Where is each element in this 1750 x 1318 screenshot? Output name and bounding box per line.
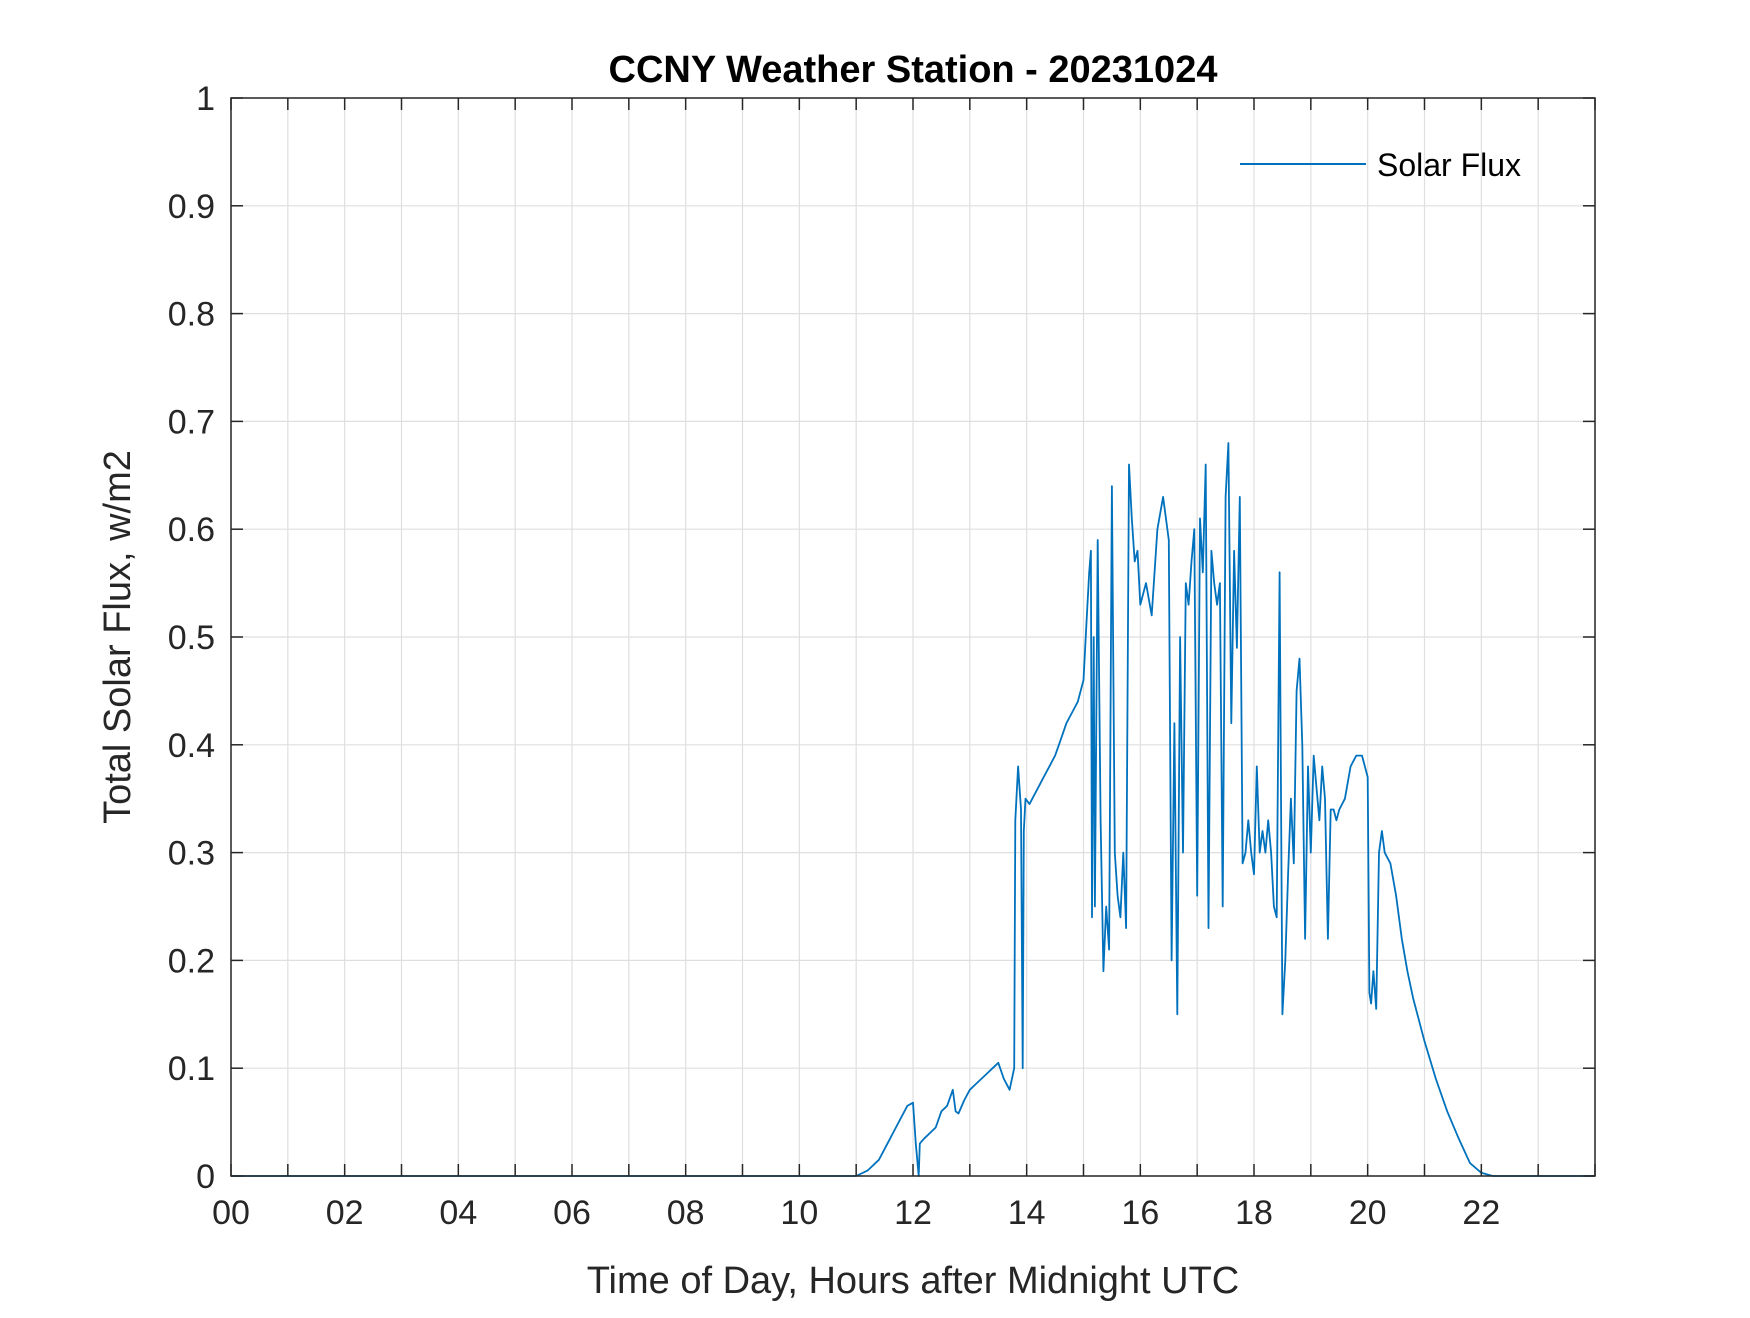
x-tick-label: 20: [1349, 1194, 1387, 1232]
y-tick-label: 0.4: [168, 727, 215, 765]
x-tick-label: 10: [780, 1194, 818, 1232]
series-line-solar-flux: [231, 442, 1595, 1177]
y-axis-label: Total Solar Flux, w/m2: [97, 450, 139, 824]
x-tick-label: 06: [553, 1194, 591, 1232]
y-tick-label: 0: [196, 1158, 215, 1196]
x-tick-label: 18: [1235, 1194, 1273, 1232]
series-layer: [231, 442, 1595, 1177]
y-tick-label: 1: [196, 80, 215, 118]
y-tick-label: 0.6: [168, 511, 215, 549]
x-tick-label: 12: [894, 1194, 932, 1232]
x-tick-label: 08: [667, 1194, 705, 1232]
y-tick-label: 0.2: [168, 942, 215, 980]
legend: Solar Flux: [1240, 147, 1521, 183]
y-tick-label: 0.5: [168, 619, 215, 657]
x-tick-label: 04: [439, 1194, 477, 1232]
x-tick-label: 22: [1462, 1194, 1500, 1232]
y-tick-labels: 0 0.1 0.2 0.3 0.4 0.5 0.6 0.7 0.8 0.9 1: [168, 80, 215, 1196]
axes-box: [230, 97, 1596, 1177]
x-tick-labels: 00 02 04 06 08 10 12 14 16 18 20 22: [212, 1194, 1500, 1232]
x-tick-label: 02: [326, 1194, 364, 1232]
y-tick-label: 0.8: [168, 296, 215, 334]
chart-title: CCNY Weather Station - 20231024: [609, 49, 1218, 91]
y-tick-label: 0.7: [168, 403, 215, 441]
x-tick-label: 00: [212, 1194, 250, 1232]
grid-lines: [230, 97, 1596, 1177]
y-tick-label: 0.9: [168, 188, 215, 226]
legend-label-solar-flux: Solar Flux: [1377, 147, 1521, 183]
y-tick-label: 0.3: [168, 835, 215, 873]
y-tick-label: 0.1: [168, 1050, 215, 1088]
x-axis-label: Time of Day, Hours after Midnight UTC: [587, 1260, 1240, 1302]
x-tick-label: 14: [1008, 1194, 1046, 1232]
x-tick-label: 16: [1121, 1194, 1159, 1232]
